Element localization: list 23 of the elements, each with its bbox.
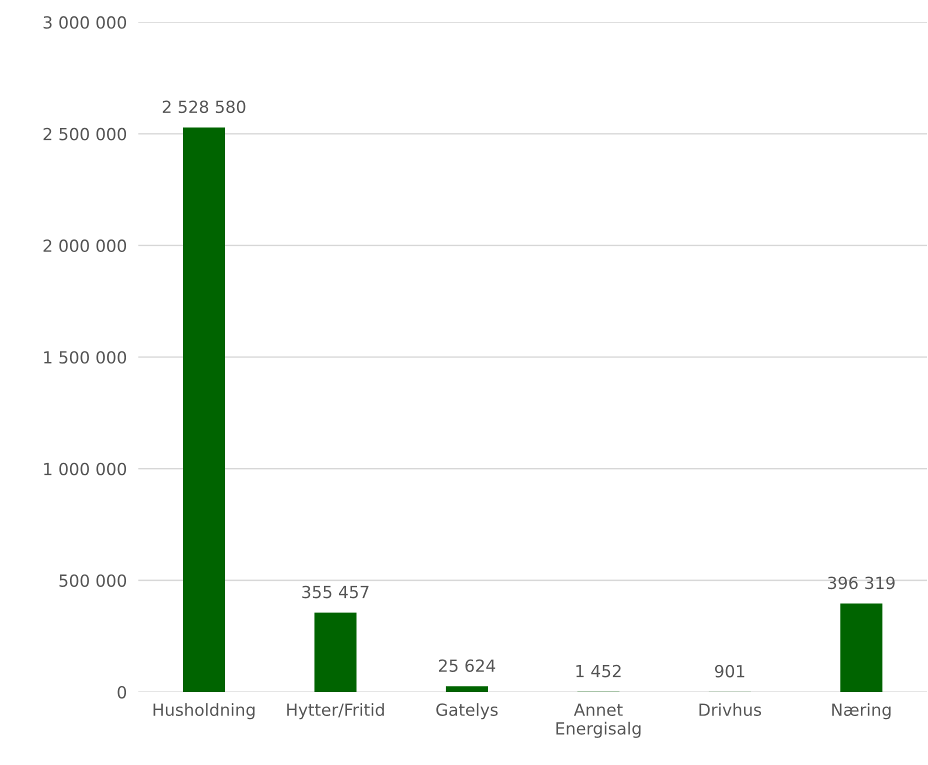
bar <box>446 686 488 692</box>
bar <box>182 127 226 692</box>
y-tick-label: 0 <box>118 686 126 699</box>
y-tick-label: 500 000 <box>60 574 126 587</box>
data-label: 355 457 <box>302 586 369 598</box>
y-tick-label: 2 500 000 <box>44 128 126 140</box>
data-label: 2 528 580 <box>162 100 246 114</box>
x-tick-label: Husholdning <box>154 703 255 720</box>
y-tick-label: 1 500 000 <box>44 351 126 364</box>
data-label: 1 452 <box>576 664 621 678</box>
x-tick-label: Næring <box>832 703 891 720</box>
x-tick-label: Drivhus <box>700 703 762 716</box>
data-label: 396 319 <box>828 576 895 590</box>
y-tick-label: 2 000 000 <box>44 239 126 252</box>
x-tick-label: Annet Energisalg <box>556 704 640 738</box>
bar <box>840 604 882 692</box>
y-tick-label: 3 000 000 <box>44 16 126 29</box>
data-label: 901 <box>715 664 744 678</box>
x-tick-label: Hytter/Fritid <box>287 703 384 720</box>
bar <box>314 612 357 692</box>
data-label: 25 624 <box>439 659 496 672</box>
y-tick-label: 1 000 000 <box>44 462 126 476</box>
x-tick-label: Gatelys <box>436 703 498 720</box>
